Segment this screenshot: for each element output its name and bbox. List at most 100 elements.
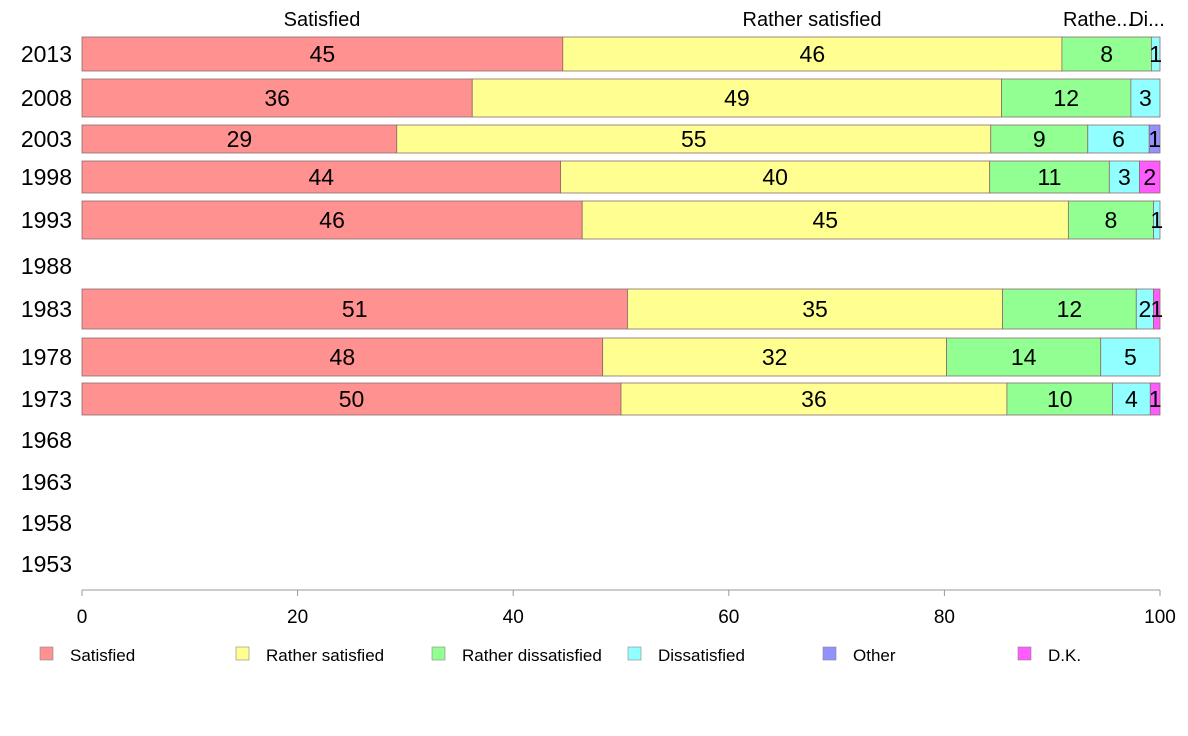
top-label: Rather satisfied [743, 9, 882, 31]
bar-segment [81, 382, 622, 416]
data-label: 48 [330, 344, 356, 370]
bar-segment [81, 337, 604, 377]
data-label: 12 [1057, 296, 1083, 322]
legend-label: D.K. [1048, 646, 1081, 665]
bar-segment [1061, 36, 1152, 72]
top-label: Rathe... [1063, 9, 1133, 31]
legend-label: Rather dissatisfied [462, 646, 602, 665]
bar-segment [946, 337, 1102, 377]
bar-segment [1112, 382, 1151, 416]
bar-segment [989, 160, 1110, 194]
data-label: 44 [309, 164, 335, 190]
bar-segment [1087, 124, 1150, 154]
bar-segment [602, 337, 947, 377]
y-tick-label: 2003 [21, 126, 72, 152]
legend-label: Rather satisfied [266, 646, 384, 665]
bar-segment [81, 288, 628, 330]
bar-segment [81, 124, 398, 154]
y-tick-label: 1953 [21, 551, 72, 577]
data-label: 36 [264, 85, 290, 111]
legend: Satisfied Rather satisfied Rather dissatis… [39, 646, 1081, 665]
bar-segment [1001, 78, 1132, 118]
x-tick-label: 80 [934, 607, 955, 628]
bar-segment [81, 36, 564, 72]
data-label: 14 [1011, 344, 1037, 370]
bar-segment [471, 78, 1002, 118]
data-label: 29 [227, 126, 253, 152]
top-label: Satisfied [284, 9, 361, 31]
data-label: 46 [319, 207, 345, 233]
legend-swatch [431, 646, 446, 661]
bar-segment [1153, 200, 1161, 240]
bar-segment [620, 382, 1008, 416]
data-label: 2 [1139, 296, 1152, 322]
legend-label: Other [853, 646, 896, 665]
x-tick-label: 60 [718, 607, 739, 628]
legend-swatch [1017, 646, 1032, 661]
data-label: 55 [681, 126, 707, 152]
y-tick-label: 2013 [21, 41, 72, 67]
bar-segment [81, 160, 562, 194]
bar-segment [1149, 382, 1161, 416]
data-label: 51 [342, 296, 368, 322]
bar-segment [81, 200, 583, 240]
data-label: 1 [1149, 386, 1162, 412]
data-label: 8 [1105, 207, 1118, 233]
data-label: 4 [1125, 386, 1138, 412]
data-label: 6 [1112, 126, 1125, 152]
data-label: 46 [800, 41, 826, 67]
data-label: 36 [801, 386, 827, 412]
x-tick-label: 100 [1144, 607, 1176, 628]
y-tick-label: 1998 [21, 164, 72, 190]
data-label: 5 [1124, 344, 1137, 370]
y-tick-label: 1963 [21, 469, 72, 495]
legend-swatch [39, 646, 54, 661]
data-label: 45 [310, 41, 336, 67]
data-label: 40 [762, 164, 788, 190]
data-label: 1 [1150, 207, 1163, 233]
y-tick-label: 1993 [21, 207, 72, 233]
legend-label: Satisfied [70, 646, 135, 665]
y-tick-label: 1968 [21, 427, 72, 453]
bar-segment [581, 200, 1069, 240]
y-tick-label: 1958 [21, 510, 72, 536]
data-label: 49 [724, 85, 750, 111]
data-label: 45 [812, 207, 838, 233]
data-label: 32 [762, 344, 788, 370]
y-axis-labels: 2013 2008 2003 1998 1993 1988 1983 1978 1973 1968… [21, 41, 72, 577]
data-label: 12 [1053, 85, 1079, 111]
y-tick-label: 1978 [21, 344, 72, 370]
y-tick-label: 2008 [21, 85, 72, 111]
bar-segment [990, 124, 1089, 154]
legend-swatch [627, 646, 642, 661]
x-tick-label: 20 [287, 607, 308, 628]
data-label: 50 [339, 386, 365, 412]
bar-segment [1130, 78, 1161, 118]
bar-segment [1002, 288, 1137, 330]
data-label: 10 [1047, 386, 1073, 412]
bar-segment [1108, 160, 1140, 194]
legend-swatch [822, 646, 837, 661]
y-tick-label: 1973 [21, 386, 72, 412]
bar-segment [1006, 382, 1113, 416]
bar-segment [1139, 160, 1161, 194]
data-label: 3 [1139, 85, 1152, 111]
data-label: 9 [1033, 126, 1046, 152]
data-label: 2 [1143, 164, 1156, 190]
legend-swatch [235, 646, 250, 661]
bar-segment [627, 288, 1004, 330]
legend-label: Dissatisfied [658, 646, 745, 665]
bar-segment [560, 160, 991, 194]
data-label: 8 [1100, 41, 1113, 67]
y-tick-label: 1988 [21, 253, 72, 279]
bar-segment [1148, 124, 1161, 154]
x-tick-label: 0 [77, 607, 88, 628]
x-tick-label: 40 [503, 607, 524, 628]
bar-segment [396, 124, 992, 154]
bar-segment [1100, 337, 1161, 377]
bars-layer: 45 46 8 136 49 12 329 55 9 6 144 40 11 3 246 45 8 151 35 12… [81, 36, 1163, 416]
data-label: 35 [802, 296, 828, 322]
data-label: 1 [1149, 41, 1162, 67]
bar-segment [1153, 288, 1161, 330]
